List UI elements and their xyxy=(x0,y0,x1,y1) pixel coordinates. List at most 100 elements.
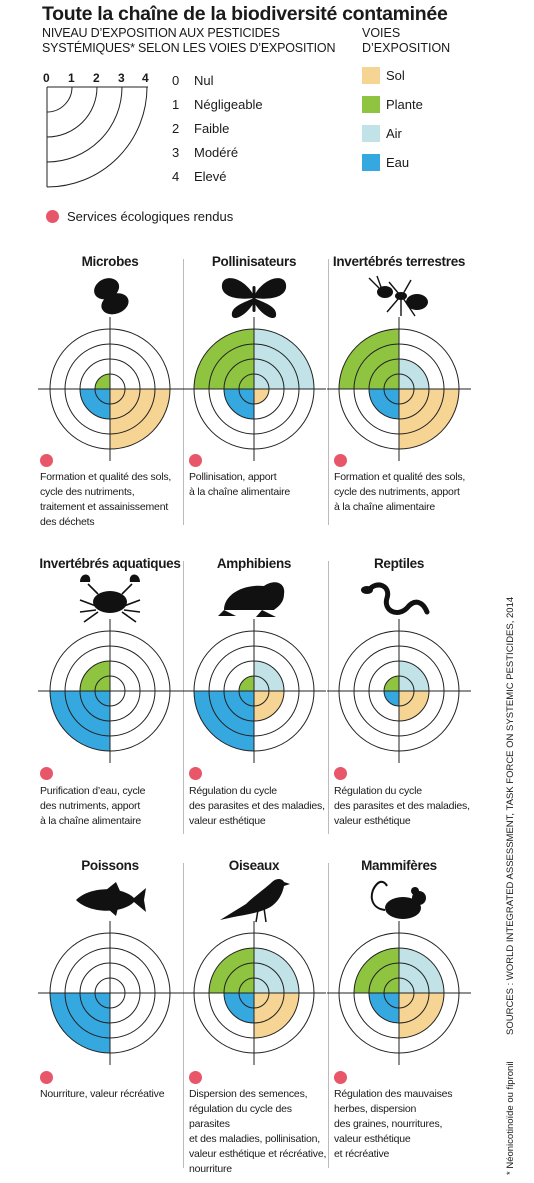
services-text-amphibiens: Régulation du cycle des parasites et des … xyxy=(189,784,334,829)
scale-quarter-diagram xyxy=(46,86,148,188)
exposure-chart-amphibiens xyxy=(182,619,326,763)
services-line: et récréative xyxy=(334,1148,390,1160)
sector-air xyxy=(399,948,444,993)
sector-sol xyxy=(399,691,429,721)
sector-plante xyxy=(239,676,254,691)
level-label: Modéré xyxy=(194,145,239,160)
panel-title-microbes: Microbes xyxy=(81,254,139,269)
level-number: 3 xyxy=(172,145,180,160)
subtitle: NIVEAU D’EXPOSITION AUX PESTICIDES SYSTÉ… xyxy=(42,26,335,56)
page-title: Toute la chaîne de la biodiversité conta… xyxy=(42,3,448,25)
sector-eau xyxy=(50,993,110,1053)
services-line: valeur esthétique xyxy=(334,815,411,827)
panel-separator xyxy=(328,561,329,834)
service-dot-icon xyxy=(189,767,202,780)
sector-plante xyxy=(354,948,399,993)
service-dot-icon xyxy=(40,767,53,780)
sector-plante xyxy=(194,329,254,389)
services-text-oiseaux: Dispersion des semences, régulation du cy… xyxy=(189,1087,334,1177)
service-dot-icon xyxy=(334,1071,347,1084)
ant-icon xyxy=(368,275,428,317)
sector-eau xyxy=(194,691,254,751)
service-dot-icon xyxy=(40,454,53,467)
voie-label: Plante xyxy=(386,97,423,112)
exposure-chart-oiseaux xyxy=(182,921,326,1065)
services-line: traitement et assainissement xyxy=(40,501,169,513)
panel-separator xyxy=(183,863,184,1168)
voie-sol: Sol xyxy=(362,67,405,84)
sector-sol xyxy=(399,389,459,449)
voie-eau: Eau xyxy=(362,154,409,171)
sources-text: SOURCES : WORLD INTEGRATED ASSESSMENT, T… xyxy=(505,596,516,1035)
services-line: valeur esthétique et récréative, xyxy=(189,1148,327,1160)
sector-eau xyxy=(224,389,254,419)
subtitle-line-1: NIVEAU D’EXPOSITION AUX PESTICIDES xyxy=(42,26,280,40)
crab-icon xyxy=(79,574,141,623)
level-label: Négligeable xyxy=(194,97,263,112)
voies-title-line-1: VOIES xyxy=(362,26,401,40)
services-text-reptiles: Régulation du cycle des parasites et des … xyxy=(334,784,474,829)
voie-label: Air xyxy=(386,126,402,141)
sector-eau xyxy=(369,389,399,419)
services-text-invertebres-aquatiques: Purification d’eau, cycle des nutriments,… xyxy=(40,784,180,829)
panel-title-invertebres-aquatiques: Invertébrés aquatiques xyxy=(39,556,181,571)
service-dot-icon xyxy=(334,767,347,780)
air-swatch xyxy=(362,125,380,142)
sector-eau xyxy=(80,389,110,419)
services-line: Purification d’eau, cycle xyxy=(40,785,146,797)
services-line: et des maladies, pollinisation, xyxy=(189,1133,320,1145)
sector-eau xyxy=(50,691,110,751)
services-line: des déchets xyxy=(40,516,95,528)
services-line: Formation et qualité des sols, xyxy=(40,471,172,483)
services-line: Nourriture, valeur récréative xyxy=(40,1088,165,1100)
snake-icon xyxy=(361,582,430,615)
sector-sol xyxy=(254,691,284,721)
exposure-chart-pollinisateurs xyxy=(182,317,326,461)
exposure-chart-reptiles xyxy=(327,619,471,763)
sector-eau xyxy=(224,993,254,1023)
sector-air xyxy=(254,948,299,993)
services-line: cycle des nutriments, xyxy=(40,486,135,498)
level-row-4: 4 Elevé xyxy=(172,169,227,184)
eau-swatch xyxy=(362,154,380,171)
service-dot-icon xyxy=(40,1071,53,1084)
sector-plante xyxy=(339,329,399,389)
level-label: Elevé xyxy=(194,169,227,184)
service-dot-icon xyxy=(189,1071,202,1084)
panel-title-amphibiens: Amphibiens xyxy=(216,556,292,571)
panel-separator xyxy=(183,259,184,525)
sector-air xyxy=(399,359,429,389)
sector-eau xyxy=(369,993,399,1023)
scale-number-1: 1 xyxy=(68,71,75,85)
voie-label: Eau xyxy=(386,155,410,170)
services-line: régulation du cycle des parasites xyxy=(189,1103,292,1130)
services-line: Dispersion des semences, xyxy=(189,1088,308,1100)
scale-number-0: 0 xyxy=(43,71,50,85)
voie-plante: Plante xyxy=(362,96,423,113)
sector-sol xyxy=(110,389,170,449)
exposure-chart-invertebres-terrestres xyxy=(327,317,471,461)
sector-eau xyxy=(384,691,399,706)
panel-title-pollinisateurs: Pollinisateurs xyxy=(211,254,297,269)
voie-label: Sol xyxy=(386,68,405,83)
panel-separator xyxy=(328,863,329,1168)
panel-title-reptiles: Reptiles xyxy=(373,556,425,571)
level-label: Faible xyxy=(194,121,230,136)
service-dot-icon xyxy=(189,454,202,467)
subtitle-line-2: SYSTÉMIQUES* SELON LES VOIES D’EXPOSITIO… xyxy=(42,41,336,55)
services-line: valeur esthétique xyxy=(189,815,266,827)
fish-icon xyxy=(76,882,146,916)
sector-air xyxy=(254,661,284,691)
sector-sol xyxy=(399,993,444,1038)
voies-title: VOIES D’EXPOSITION xyxy=(362,26,450,56)
services-line: Formation et qualité des sols, xyxy=(334,471,466,483)
exposure-chart-microbes xyxy=(38,317,182,461)
services-text-invertebres-terrestres: Formation et qualité des sols, cycle des … xyxy=(334,470,474,515)
butterfly-icon xyxy=(221,278,287,319)
sector-air xyxy=(399,661,429,691)
services-line: des graines, nourritures, xyxy=(334,1118,443,1130)
services-line: à la chaîne alimentaire xyxy=(334,501,436,513)
service-dot-icon xyxy=(46,210,59,223)
sector-plante xyxy=(80,661,110,691)
services-line: Régulation des mauvaises xyxy=(334,1088,453,1100)
